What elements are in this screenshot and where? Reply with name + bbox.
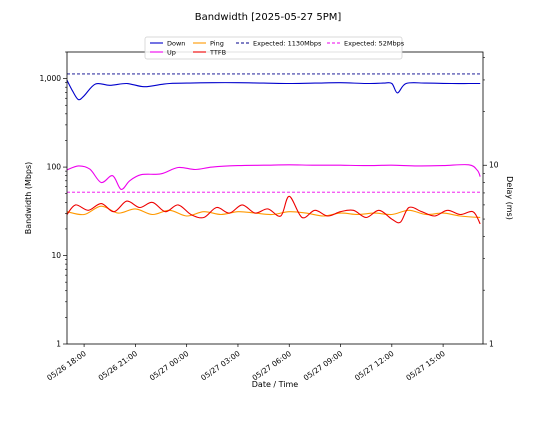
x-tick-label: 05/27 00:00 — [148, 349, 191, 383]
legend-label-down: Down — [167, 39, 185, 47]
y-tick-label: 10 — [51, 251, 61, 260]
x-tick-label: 05/27 03:00 — [199, 349, 242, 383]
y-axis-label: Bandwidth (Mbps) — [24, 162, 33, 235]
x-axis-label: Date / Time — [252, 380, 299, 389]
y-tick-label: 1,000 — [40, 74, 62, 83]
x-tick-label: 05/27 15:00 — [404, 349, 447, 383]
legend-label-ttfb: TTFB — [209, 48, 226, 56]
y2-tick-label: 1 — [489, 340, 494, 349]
series-line-ping — [66, 205, 481, 219]
series-line-up — [66, 164, 481, 190]
legend-label-expected-1130mbps: Expected: 1130Mbps — [253, 39, 322, 47]
series-line-ttfb — [66, 195, 481, 225]
chart-title: Bandwidth [2025-05-27 5PM] — [195, 12, 342, 23]
y2-axis-label: Delay (ms) — [505, 176, 514, 220]
series-line-down — [66, 79, 481, 101]
legend-label-expected-52mbps: Expected: 52Mbps — [344, 39, 405, 47]
x-tick-label: 05/26 18:00 — [45, 349, 88, 383]
y-tick-label: 100 — [47, 163, 62, 172]
legend-label-up: Up — [167, 48, 176, 56]
x-tick-label: 05/27 12:00 — [353, 349, 396, 383]
y2-tick-label: 10 — [489, 161, 499, 170]
y-tick-label: 1 — [56, 340, 61, 349]
x-tick-label: 05/27 09:00 — [302, 349, 345, 383]
plot-area-frame — [66, 51, 484, 345]
legend-label-ping: Ping — [210, 39, 224, 47]
x-tick-label: 05/26 21:00 — [97, 349, 140, 383]
x-tick-label: 05/27 06:00 — [250, 349, 293, 383]
